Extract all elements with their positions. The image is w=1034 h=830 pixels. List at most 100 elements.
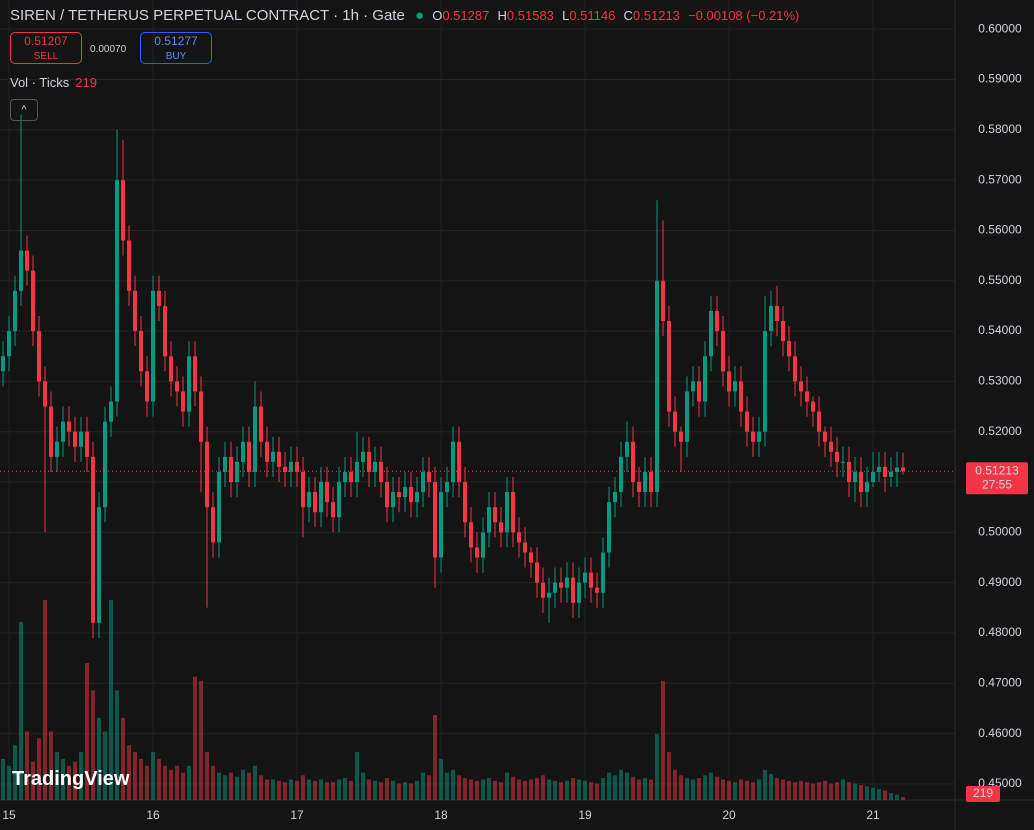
volume-bar [553, 780, 557, 800]
candle-body [853, 471, 857, 483]
candle-body [445, 482, 449, 493]
candle-body [253, 406, 257, 472]
volume-bar [793, 782, 797, 800]
candle-body [79, 431, 83, 447]
volume-bar [583, 780, 587, 800]
candle-body [619, 456, 623, 493]
volume-bar [271, 779, 275, 800]
volume-bar [727, 780, 731, 800]
candle-body [733, 381, 737, 392]
candle-body [199, 391, 203, 442]
candle-body [685, 391, 689, 442]
candle-body [31, 270, 35, 332]
candle-body [265, 441, 269, 462]
collapse-button[interactable]: ^ [10, 99, 38, 121]
candle-body [7, 331, 11, 357]
volume-bar [181, 772, 185, 800]
countdown: 27:55 [982, 477, 1012, 491]
candle-body [301, 471, 305, 508]
candle-body [655, 280, 659, 493]
volume-bar [361, 772, 365, 800]
y-tick-label: 0.52000 [978, 424, 1022, 438]
candle-body [325, 482, 329, 503]
candle-body [553, 582, 557, 593]
volume-bar [601, 778, 605, 800]
volume-bar [451, 769, 455, 800]
candle-body [739, 381, 743, 412]
candle-body [499, 522, 503, 533]
candle-body [277, 451, 281, 467]
change: −0.00108 (−0.21%) [688, 8, 800, 23]
volume-bar [787, 780, 791, 800]
volume-bar [541, 775, 545, 800]
candle-body [421, 471, 425, 493]
y-tick-label: 0.56000 [978, 223, 1022, 237]
candle-body [37, 331, 41, 382]
volume-bar [109, 600, 113, 800]
volume-bar [769, 773, 773, 800]
volume-bar [265, 779, 269, 800]
volume-bar [673, 769, 677, 800]
volume-bar [97, 717, 101, 800]
volume-bar [529, 779, 533, 800]
candle-body [391, 492, 395, 508]
volume-bar [313, 780, 317, 800]
volume-bar [241, 769, 245, 800]
volume-bar [703, 775, 707, 800]
volume-bar [493, 780, 497, 800]
candle-body [607, 502, 611, 553]
candle-body [133, 290, 137, 332]
y-tick-label: 0.54000 [978, 323, 1022, 337]
volume-bar [571, 778, 575, 800]
candle-body [505, 492, 509, 533]
candle-body [691, 381, 695, 392]
volume-bar [73, 761, 77, 800]
volume-bar [565, 780, 569, 800]
volume-bar [751, 782, 755, 800]
x-tick-label: 21 [866, 808, 880, 822]
sell-button[interactable]: 0.51207 SELL [10, 32, 82, 64]
x-tick-label: 16 [146, 808, 160, 822]
candle-body [637, 482, 641, 493]
volume-bar [799, 780, 803, 800]
volume-bar [421, 772, 425, 800]
candle-body [871, 471, 875, 483]
candle-body [73, 431, 77, 447]
volume-bar [133, 752, 137, 800]
volume-bar [343, 778, 347, 800]
volume-bar [349, 780, 353, 800]
volume-bar [1, 758, 5, 800]
volume-bar [721, 779, 725, 800]
candle-body [379, 461, 383, 483]
volume-bar [157, 758, 161, 800]
volume-bar [229, 772, 233, 800]
candle-body [433, 482, 437, 558]
ohlc-value: 0.51213 [632, 8, 680, 23]
volume-bar [205, 752, 209, 800]
volume-bar [307, 779, 311, 800]
volume-bar [631, 776, 635, 800]
candle-body [727, 371, 731, 392]
volume-bar [91, 690, 95, 800]
candle-body [289, 461, 293, 472]
sell-price: 0.51207 [24, 34, 68, 48]
volume-bar [367, 779, 371, 800]
candle-body [793, 356, 797, 382]
y-tick-label: 0.53000 [978, 374, 1022, 388]
volume-bar [775, 778, 779, 800]
candle-body [787, 341, 791, 357]
y-tick-label: 0.49000 [978, 575, 1022, 589]
volume-bar [499, 782, 503, 800]
candle-body [529, 552, 533, 563]
candle-body [493, 507, 497, 523]
volume-bar [385, 778, 389, 800]
candle-body [181, 391, 185, 412]
candle-body [865, 482, 869, 493]
header: SIREN / TETHERUS PERPETUAL CONTRACT · 1h… [10, 7, 799, 24]
buy-button[interactable]: 0.51277 BUY [140, 32, 212, 64]
volume-bar [409, 783, 413, 800]
candle-body [337, 482, 341, 518]
volume-bar [607, 772, 611, 800]
candle-body [163, 305, 167, 357]
